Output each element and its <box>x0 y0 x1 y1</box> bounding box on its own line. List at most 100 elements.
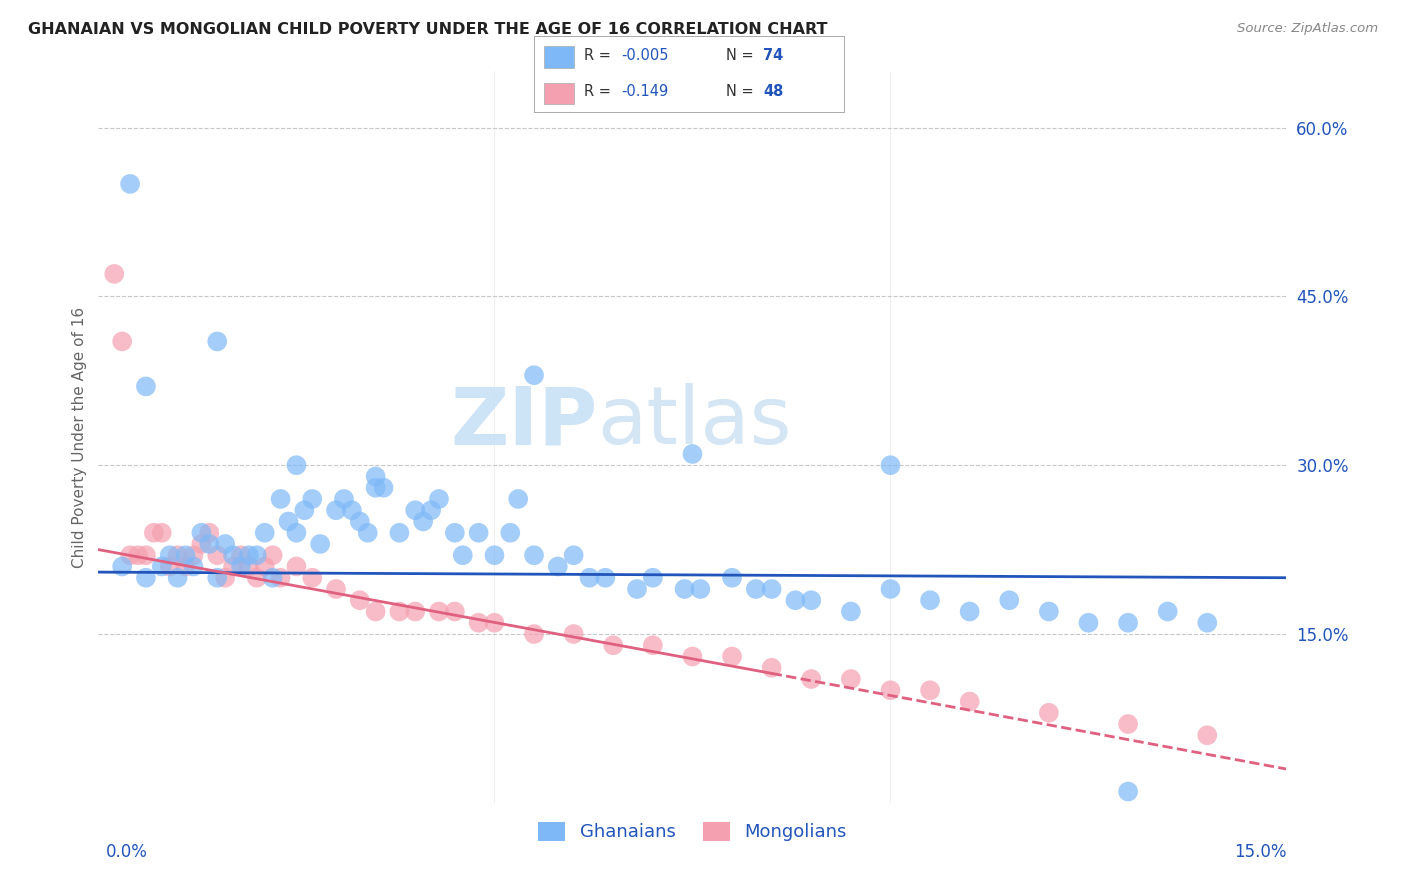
Point <box>681 649 703 664</box>
Point <box>920 683 942 698</box>
Text: ZIP: ZIP <box>450 384 598 461</box>
Point <box>1197 728 1219 742</box>
Point <box>246 548 269 562</box>
Point <box>388 605 411 619</box>
Point <box>681 447 703 461</box>
Text: 74: 74 <box>763 48 783 63</box>
Point <box>229 559 252 574</box>
Point <box>547 559 569 574</box>
Text: R =: R = <box>583 84 620 99</box>
Point <box>364 605 387 619</box>
Point <box>1116 615 1139 630</box>
Point <box>349 593 371 607</box>
Point <box>508 491 530 506</box>
Point <box>135 548 157 562</box>
Point <box>879 683 901 698</box>
Point <box>285 458 308 473</box>
Point <box>190 525 212 540</box>
Point <box>879 582 901 596</box>
Point <box>246 571 269 585</box>
Text: R =: R = <box>583 48 616 63</box>
Point <box>427 605 450 619</box>
Point <box>879 458 901 473</box>
Point <box>340 503 363 517</box>
Point <box>253 525 276 540</box>
Point <box>523 627 546 641</box>
Point <box>229 548 252 562</box>
Point <box>745 582 768 596</box>
Point <box>484 615 506 630</box>
Point <box>222 559 245 574</box>
Point <box>451 548 474 562</box>
Point <box>523 548 546 562</box>
Point <box>111 334 134 349</box>
Point <box>920 593 942 607</box>
Point <box>364 481 387 495</box>
Point <box>205 571 228 585</box>
Point <box>262 548 284 562</box>
Point <box>404 503 426 517</box>
Text: -0.149: -0.149 <box>621 84 668 99</box>
Point <box>120 177 142 191</box>
Point <box>641 571 664 585</box>
Point <box>198 537 221 551</box>
Point <box>333 491 356 506</box>
Point <box>183 548 205 562</box>
Point <box>1116 717 1139 731</box>
Point <box>190 537 212 551</box>
Point <box>159 559 181 574</box>
Point <box>467 525 489 540</box>
Point <box>166 548 188 562</box>
Text: 48: 48 <box>763 84 783 99</box>
Point <box>839 672 862 686</box>
Point <box>270 491 292 506</box>
Point <box>839 605 862 619</box>
Point <box>301 571 323 585</box>
Point <box>120 548 142 562</box>
Point <box>159 548 181 562</box>
Point <box>198 525 221 540</box>
Point <box>499 525 522 540</box>
Text: GHANAIAN VS MONGOLIAN CHILD POVERTY UNDER THE AGE OF 16 CORRELATION CHART: GHANAIAN VS MONGOLIAN CHILD POVERTY UNDE… <box>28 22 828 37</box>
Point <box>142 525 165 540</box>
Text: N =: N = <box>725 48 758 63</box>
Point <box>388 525 411 540</box>
Point <box>959 694 981 708</box>
Point <box>1197 615 1219 630</box>
Point <box>626 582 648 596</box>
Point <box>689 582 711 596</box>
Text: 0.0%: 0.0% <box>105 843 148 861</box>
Point <box>135 379 157 393</box>
Point <box>205 548 228 562</box>
Point <box>238 559 260 574</box>
Point <box>277 515 299 529</box>
Point <box>270 571 292 585</box>
Legend: Ghanaians, Mongolians: Ghanaians, Mongolians <box>531 814 853 848</box>
Point <box>785 593 807 607</box>
Point <box>127 548 149 562</box>
Point <box>285 525 308 540</box>
Point <box>673 582 696 596</box>
Text: -0.005: -0.005 <box>621 48 668 63</box>
Point <box>641 638 664 652</box>
Point <box>562 627 585 641</box>
Point <box>166 571 188 585</box>
Point <box>1156 605 1178 619</box>
Point <box>238 548 260 562</box>
Bar <box>544 46 575 68</box>
Point <box>578 571 600 585</box>
Text: atlas: atlas <box>598 384 792 461</box>
Point <box>373 481 395 495</box>
Point <box>262 571 284 585</box>
Point <box>1116 784 1139 798</box>
Point <box>1077 615 1099 630</box>
Point <box>150 559 173 574</box>
Point <box>135 571 157 585</box>
Point <box>205 334 228 349</box>
Bar <box>544 83 575 104</box>
Point <box>103 267 125 281</box>
Point <box>721 571 744 585</box>
Point <box>174 559 197 574</box>
Text: Source: ZipAtlas.com: Source: ZipAtlas.com <box>1237 22 1378 36</box>
Point <box>523 368 546 383</box>
